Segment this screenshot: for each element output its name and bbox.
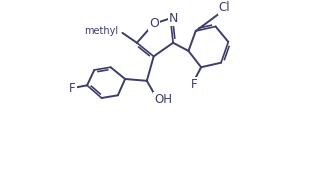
Text: methyl: methyl [84,26,118,36]
Text: Cl: Cl [219,1,231,14]
Text: O: O [149,17,159,30]
Text: F: F [69,82,76,95]
Text: F: F [191,78,197,91]
Text: OH: OH [154,93,172,106]
Text: N: N [169,12,178,25]
